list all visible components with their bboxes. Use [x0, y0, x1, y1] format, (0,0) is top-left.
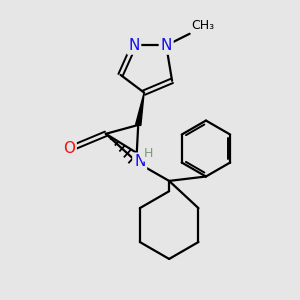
Text: N: N — [134, 154, 146, 169]
Polygon shape — [136, 93, 144, 125]
Text: H: H — [144, 147, 153, 160]
Text: N: N — [160, 38, 172, 53]
Text: O: O — [63, 141, 75, 156]
Text: N: N — [128, 38, 140, 53]
Text: CH₃: CH₃ — [191, 19, 214, 32]
